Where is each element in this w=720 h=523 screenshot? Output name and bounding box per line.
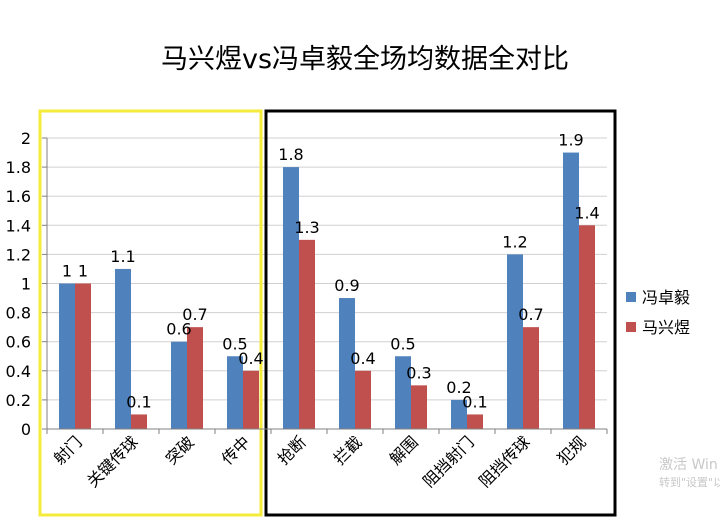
y-tick-label: 1.2 (6, 245, 31, 264)
bar (243, 370, 259, 429)
y-tick-label: 0.2 (6, 391, 31, 410)
category-label: 关键传球 (83, 432, 142, 491)
bar (451, 399, 467, 429)
bar (467, 414, 483, 429)
bar (283, 167, 299, 429)
category-label: 阻挡射门 (419, 432, 478, 491)
bars (59, 152, 595, 430)
y-tick-label: 1.8 (6, 158, 31, 177)
data-label: 1.3 (294, 218, 319, 237)
watermark-line2: 转到"设置"以 (659, 475, 720, 489)
data-label: 1.4 (574, 203, 599, 222)
y-tick-label: 2 (21, 129, 31, 148)
category-label: 犯规 (554, 432, 590, 468)
data-label: 1 (78, 262, 88, 281)
gridlines (47, 137, 607, 401)
data-label: 0.6 (166, 320, 191, 339)
y-tick-label: 0.6 (6, 333, 31, 352)
data-label: 0.3 (406, 363, 431, 382)
bar (355, 370, 371, 429)
data-label: 0.1 (126, 392, 151, 411)
data-label: 0.1 (462, 392, 487, 411)
watermark-line1: 激活 Win (659, 456, 718, 473)
data-label: 0.9 (334, 276, 359, 295)
bar (563, 152, 579, 430)
y-tick-label: 1.4 (6, 216, 31, 235)
data-label: 0.2 (446, 378, 471, 397)
data-label: 0.5 (390, 334, 415, 353)
category-label: 传中 (218, 432, 254, 468)
highlight-box-defense (264, 109, 617, 517)
legend-swatch (626, 322, 636, 332)
bar (299, 239, 315, 429)
data-label: 0.7 (518, 305, 543, 324)
y-tick-label: 0.4 (6, 362, 31, 381)
legend-label: 马兴煜 (642, 318, 690, 337)
data-label: 0.4 (238, 349, 263, 368)
bar (507, 254, 523, 429)
data-label: 0.4 (350, 349, 375, 368)
bar (523, 327, 539, 429)
data-label: 0.7 (182, 305, 207, 324)
data-label: 1 (62, 262, 72, 281)
bar (59, 283, 75, 429)
legend-swatch (626, 292, 636, 302)
data-label: 1.9 (558, 131, 583, 150)
y-tick-label: 0 (21, 420, 31, 439)
y-tick-label: 0.8 (6, 304, 31, 323)
bar (131, 414, 147, 429)
category-label: 解围 (386, 432, 422, 468)
category-label: 拦截 (330, 432, 366, 468)
bar (395, 356, 411, 429)
data-label: 0.5 (222, 334, 247, 353)
bar (227, 356, 243, 429)
group-highlight-boxes (38, 109, 617, 517)
bar (411, 385, 427, 429)
y-tick-label: 1 (21, 275, 31, 294)
highlight-box-attack (38, 109, 263, 517)
y-tick-label: 1.6 (6, 187, 31, 206)
data-label: 1.8 (278, 145, 303, 164)
data-label: 1.2 (502, 232, 527, 251)
legend-label: 冯卓毅 (642, 288, 690, 307)
bar (115, 268, 131, 429)
category-label: 阻挡传球 (475, 432, 534, 491)
bar (339, 298, 355, 429)
bar (579, 225, 595, 429)
data-labels: 1 1.1 0.6 0.5 1.8 0.9 0.5 0.2 1.2 1.9 1 0.1 0.7 0.4 1.… (62, 131, 600, 412)
chart-title: 马兴煜vs冯卓毅全场均数据全对比 (161, 44, 569, 75)
bar (75, 283, 91, 429)
data-label: 1.1 (110, 247, 135, 266)
category-label: 抢断 (274, 432, 310, 468)
bar (187, 327, 203, 429)
bar (171, 341, 187, 429)
activation-watermark: 激活 Win 转到"设置"以 (659, 456, 720, 489)
category-label: 射门 (50, 432, 86, 468)
category-label: 突破 (162, 432, 198, 468)
